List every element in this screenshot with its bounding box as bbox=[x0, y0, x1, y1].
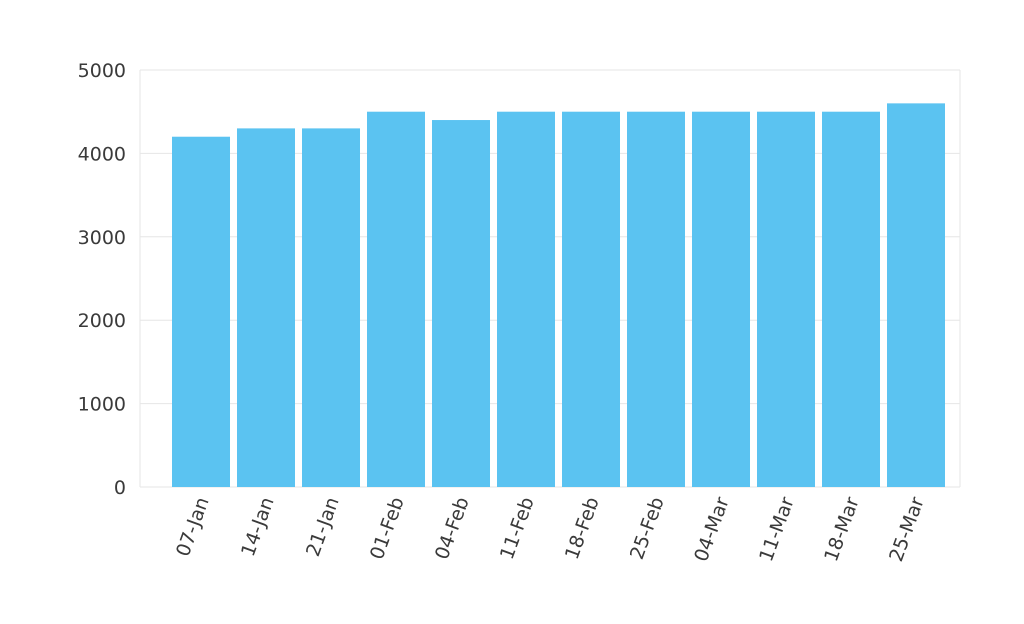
bar-11-feb bbox=[497, 111, 555, 487]
y-tick-label: 1000 bbox=[78, 394, 126, 416]
y-tick-label: 4000 bbox=[78, 143, 126, 165]
y-tick-label: 0 bbox=[114, 477, 126, 499]
y-tick-label: 3000 bbox=[78, 227, 126, 249]
bar-25-feb bbox=[627, 111, 685, 487]
bar-14-jan bbox=[237, 128, 295, 487]
bar-01-feb bbox=[367, 111, 425, 487]
y-tick-label: 2000 bbox=[78, 310, 126, 332]
y-axis-tick-labels: 0 1000 2000 3000 4000 5000 bbox=[78, 60, 126, 499]
y-tick-label: 5000 bbox=[78, 60, 126, 82]
bar-07-jan bbox=[172, 136, 230, 487]
bar-04-feb bbox=[432, 120, 490, 487]
bars bbox=[172, 103, 945, 488]
bar-21-jan bbox=[302, 128, 360, 487]
bar-25-mar bbox=[887, 103, 945, 488]
bar-18-mar bbox=[822, 111, 880, 487]
bar-11-mar bbox=[757, 111, 815, 487]
bar-04-mar bbox=[692, 111, 750, 487]
bar-18-feb bbox=[562, 111, 620, 487]
